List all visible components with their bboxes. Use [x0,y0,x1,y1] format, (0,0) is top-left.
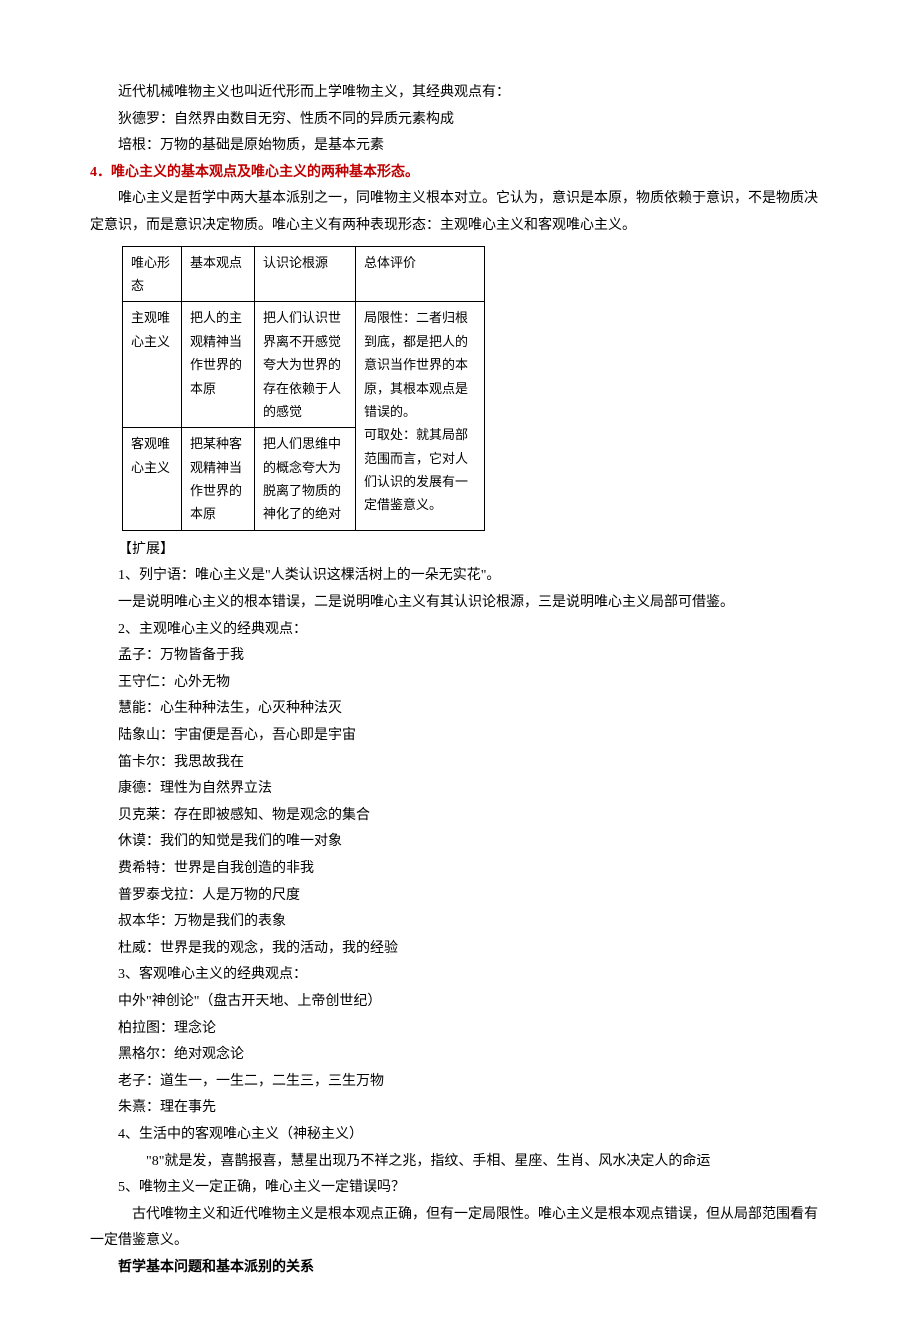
footer-heading: 哲学基本问题和基本派别的关系 [90,1255,830,1282]
cell-evaluation: 局限性：二者归根到底，都是把人的意识当作世界的本原，其根本观点是错误的。 可取处… [356,302,485,531]
ext-2c: 慧能：心生种种法生，心灭种种法灭 [90,696,830,723]
ext-3b: 柏拉图：理念论 [90,1016,830,1043]
ext-4a: "8"就是发，喜鹊报喜，慧星出现乃不祥之兆，指纹、手相、星座、生肖、风水决定人的… [90,1149,830,1176]
ext-2l: 杜威：世界是我的观念，我的活动，我的经验 [90,936,830,963]
th-view: 基本观点 [182,246,255,302]
ext-3e: 朱熹：理在事先 [90,1095,830,1122]
ext-2b: 王守仁：心外无物 [90,670,830,697]
ext-3c: 黑格尔：绝对观念论 [90,1042,830,1069]
ext-2g: 贝克莱：存在即被感知、物是观念的集合 [90,803,830,830]
th-form: 唯心形态 [123,246,182,302]
table-header-row: 唯心形态 基本观点 认识论根源 总体评价 [123,246,485,302]
intro-line-3: 培根：万物的基础是原始物质，是基本元素 [90,133,830,160]
ext-2f: 康德：理性为自然界立法 [90,776,830,803]
ext-2k: 叔本华：万物是我们的表象 [90,909,830,936]
ext-4: 4、生活中的客观唯心主义（神秘主义） [90,1122,830,1149]
idealism-table: 唯心形态 基本观点 认识论根源 总体评价 主观唯心主义 把人的主观精神当作世界的… [122,246,485,531]
cell-subjective-view: 把人的主观精神当作世界的本原 [182,302,255,428]
ext-1b: 一是说明唯心主义的根本错误，二是说明唯心主义有其认识论根源，三是说明唯心主义局部… [90,590,830,617]
ext-2j: 普罗泰戈拉：人是万物的尺度 [90,883,830,910]
ext-2e: 笛卡尔：我思故我在 [90,750,830,777]
section-4-title: 4．唯心主义的基本观点及唯心主义的两种基本形态。 [90,160,830,187]
cell-objective-source: 把人们思维中的概念夸大为脱离了物质的神化了的绝对 [255,428,356,531]
th-epistemology: 认识论根源 [255,246,356,302]
table-row: 主观唯心主义 把人的主观精神当作世界的本原 把人们认识世界离不开感觉夸大为世界的… [123,302,485,428]
cell-objective-view: 把某种客观精神当作世界的本原 [182,428,255,531]
ext-3d: 老子：道生一，一生二，二生三，三生万物 [90,1069,830,1096]
th-evaluation: 总体评价 [356,246,485,302]
section-4-body: 唯心主义是哲学中两大基本派别之一，同唯物主义根本对立。它认为，意识是本原，物质依… [90,186,830,239]
cell-subjective-source: 把人们认识世界离不开感觉夸大为世界的存在依赖于人的感觉 [255,302,356,428]
cell-objective-name: 客观唯心主义 [123,428,182,531]
ext-2h: 休谟：我们的知觉是我们的唯一对象 [90,829,830,856]
intro-line-2: 狄德罗：自然界由数目无穷、性质不同的异质元素构成 [90,107,830,134]
ext-5: 5、唯物主义一定正确，唯心主义一定错误吗？ [90,1175,830,1202]
ext-1a: 1、列宁语：唯心主义是"人类认识这棵活树上的一朵无实花"。 [90,563,830,590]
ext-2a: 孟子：万物皆备于我 [90,643,830,670]
ext-2d: 陆象山：宇宙便是吾心，吾心即是宇宙 [90,723,830,750]
intro-line-1: 近代机械唯物主义也叫近代形而上学唯物主义，其经典观点有： [90,80,830,107]
ext-5a: 古代唯物主义和近代唯物主义是根本观点正确，但有一定局限性。唯心主义是根本观点错误… [90,1202,830,1255]
extension-title: 【扩展】 [90,537,830,564]
ext-3a: 中外"神创论"（盘古开天地、上帝创世纪） [90,989,830,1016]
ext-3: 3、客观唯心主义的经典观点： [90,962,830,989]
ext-2i: 费希特：世界是自我创造的非我 [90,856,830,883]
cell-subjective-name: 主观唯心主义 [123,302,182,428]
ext-2: 2、主观唯心主义的经典观点： [90,617,830,644]
